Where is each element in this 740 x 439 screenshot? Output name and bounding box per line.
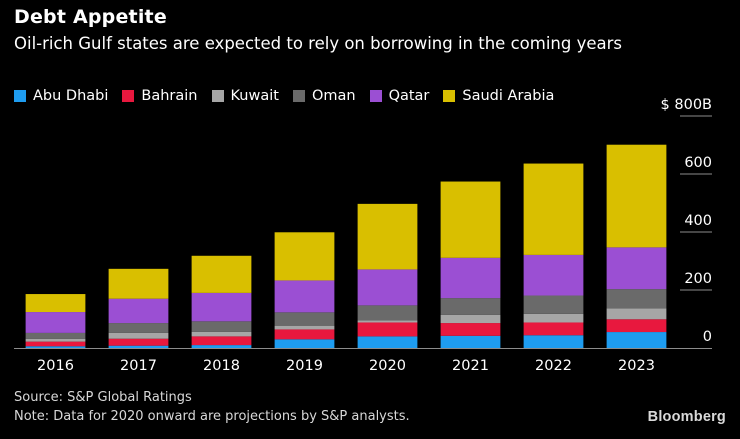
chart-legend: Abu Dhabi Bahrain Kuwait Oman Qatar Saud… [14, 88, 568, 104]
bar-segment-kuwait-2022 [523, 313, 584, 323]
bar-segment-saudi-arabia-2019 [274, 232, 335, 281]
bar-segment-saudi-arabia-2023 [606, 144, 667, 248]
bar-segment-abu-dhabi-2022 [523, 335, 584, 348]
bar-segment-qatar-2018 [191, 292, 252, 322]
bar-segment-oman-2017 [108, 323, 169, 333]
bar-segment-saudi-arabia-2022 [523, 163, 584, 255]
bar-segment-abu-dhabi-2017 [108, 345, 169, 348]
y-tick-label-0: 0 [703, 329, 712, 345]
y-tick-label-800: $ 800B [661, 97, 712, 113]
bar-segment-kuwait-2023 [606, 308, 667, 320]
bar-segment-bahrain-2019 [274, 329, 335, 340]
x-tick-label-2023: 2023 [618, 358, 655, 374]
bar-segment-saudi-arabia-2017 [108, 268, 169, 299]
bar-segment-oman-2019 [274, 312, 335, 326]
legend-label-oman: Oman [311, 88, 356, 104]
legend-label-kuwait: Kuwait [230, 88, 279, 104]
bar-segment-qatar-2020 [357, 269, 418, 306]
bar-segment-saudi-arabia-2021 [440, 181, 501, 258]
y-tick-label-200: 200 [684, 271, 712, 287]
legend-item-kuwait: Kuwait [211, 88, 279, 104]
bar-segment-abu-dhabi-2019 [274, 339, 335, 348]
legend-label-abu-dhabi: Abu Dhabi [33, 88, 109, 104]
bar-segment-kuwait-2017 [108, 332, 169, 339]
bar-segment-kuwait-2021 [440, 314, 501, 324]
x-tick-label-2021: 2021 [452, 358, 489, 374]
legend-swatch-oman [292, 90, 305, 102]
chart-subtitle: Oil-rich Gulf states are expected to rel… [14, 34, 622, 53]
bar-segment-oman-2021 [440, 298, 501, 315]
legend-label-qatar: Qatar [388, 88, 430, 104]
x-tick-label-2017: 2017 [120, 358, 157, 374]
bar-segment-qatar-2023 [606, 247, 667, 290]
bar-segment-oman-2016 [25, 332, 86, 339]
chart-title: Debt Appetite [14, 6, 167, 28]
bar-segment-kuwait-2020 [357, 320, 418, 323]
bar-segment-saudi-arabia-2018 [191, 255, 252, 293]
bar-segment-abu-dhabi-2018 [191, 345, 252, 348]
x-tick-label-2020: 2020 [369, 358, 406, 374]
legend-swatch-saudi-arabia [443, 90, 456, 102]
bar-segment-qatar-2021 [440, 257, 501, 299]
bar-segment-qatar-2022 [523, 254, 584, 296]
legend-swatch-bahrain [122, 90, 135, 102]
bar-segment-kuwait-2016 [25, 338, 86, 342]
bar-segment-abu-dhabi-2023 [606, 332, 667, 348]
bar-segment-oman-2018 [191, 321, 252, 332]
legend-label-saudi-arabia: Saudi Arabia [462, 88, 555, 104]
legend-item-saudi-arabia: Saudi Arabia [443, 88, 554, 104]
bar-segment-qatar-2019 [274, 280, 335, 313]
bar-segment-kuwait-2018 [191, 331, 252, 337]
legend-label-bahrain: Bahrain [141, 88, 198, 104]
legend-swatch-kuwait [211, 90, 224, 102]
bar-segment-bahrain-2022 [523, 322, 584, 336]
y-tick-label-600: 600 [684, 155, 712, 171]
bloomberg-logo: Bloomberg [647, 409, 726, 425]
bar-segment-bahrain-2021 [440, 323, 501, 336]
bar-segment-qatar-2016 [25, 312, 86, 333]
source-note: Source: S&P Global Ratings [14, 390, 192, 405]
bar-segment-oman-2023 [606, 289, 667, 309]
bar-segment-bahrain-2017 [108, 338, 169, 346]
bar-segment-saudi-arabia-2016 [25, 294, 86, 313]
legend-item-abu-dhabi: Abu Dhabi [14, 88, 108, 104]
x-tick-label-2016: 2016 [37, 358, 74, 374]
bar-segment-oman-2020 [357, 305, 418, 321]
x-tick-label-2019: 2019 [286, 358, 323, 374]
bar-segment-abu-dhabi-2021 [440, 335, 501, 348]
bar-segment-bahrain-2023 [606, 319, 667, 333]
bar-segment-bahrain-2018 [191, 336, 252, 346]
bar-segment-abu-dhabi-2020 [357, 336, 418, 348]
bar-segment-saudi-arabia-2020 [357, 203, 418, 270]
legend-item-bahrain: Bahrain [122, 88, 198, 104]
bar-segment-oman-2022 [523, 295, 584, 314]
legend-swatch-qatar [369, 90, 382, 102]
legend-item-oman: Oman [292, 88, 356, 104]
bar-segment-qatar-2017 [108, 298, 169, 324]
x-tick-label-2018: 2018 [203, 358, 240, 374]
bar-segment-bahrain-2016 [25, 341, 86, 347]
legend-swatch-abu-dhabi [14, 90, 26, 102]
bar-segment-kuwait-2019 [274, 325, 335, 330]
bar-segment-abu-dhabi-2016 [25, 346, 86, 348]
projection-note: Note: Data for 2020 onward are projectio… [14, 409, 410, 424]
x-tick-label-2022: 2022 [535, 358, 572, 374]
legend-item-qatar: Qatar [369, 88, 430, 104]
y-tick-label-400: 400 [684, 213, 712, 229]
bar-segment-bahrain-2020 [357, 322, 418, 337]
